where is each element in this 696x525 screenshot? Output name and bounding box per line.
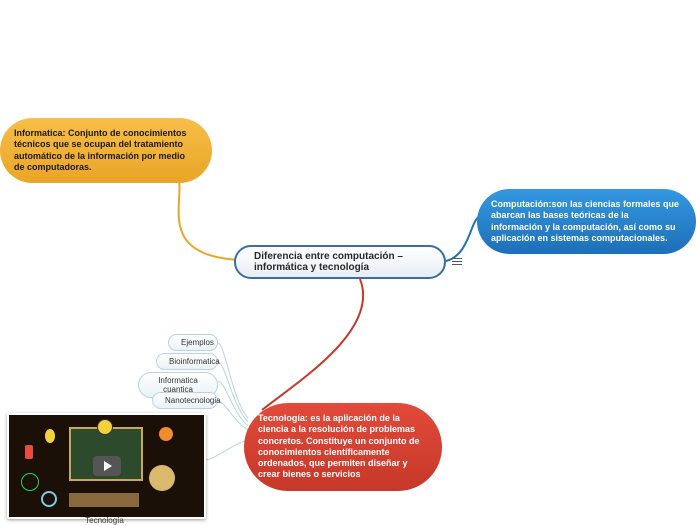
- subitem-nanotecnologia-label: Nanotecnologia: [165, 396, 221, 405]
- edge-tec-infcuant: [218, 381, 248, 426]
- video-thumbnail[interactable]: [7, 413, 206, 519]
- branch-tecnologia-label: Tecnología: es la aplicación de la cienc…: [258, 413, 420, 479]
- edge-tec-video: [204, 440, 248, 460]
- central-topic-label: Diferencia entre computación – informáti…: [254, 251, 403, 273]
- flask-icon: [25, 445, 33, 459]
- branch-informatica[interactable]: Informatica: Conjunto de conocimientos t…: [0, 118, 212, 183]
- video-caption: Tecnología: [7, 516, 202, 525]
- notes-icon[interactable]: [452, 258, 462, 266]
- central-topic[interactable]: Diferencia entre computación – informáti…: [234, 245, 446, 279]
- play-icon: [93, 456, 121, 476]
- edge-tec-ejemplos: [218, 343, 248, 418]
- edge-central-computacion: [446, 216, 480, 261]
- subitem-ejemplos[interactable]: Ejemplos: [168, 334, 218, 351]
- branch-tecnologia[interactable]: Tecnología: es la aplicación de la cienc…: [244, 403, 442, 491]
- branch-informatica-label: Informatica: Conjunto de conocimientos t…: [14, 128, 187, 172]
- subitem-bioinformatica[interactable]: Bioinformatica: [156, 353, 218, 370]
- edge-tec-bioinf: [218, 362, 248, 422]
- edge-central-tecnologia: [262, 279, 363, 410]
- branch-computacion-label: Computación:son las ciencias formales qu…: [491, 199, 679, 243]
- compass-icon: [149, 465, 175, 491]
- desk-icon: [69, 493, 139, 507]
- gear-icon: [159, 427, 173, 441]
- clock-icon: [97, 419, 113, 435]
- subitem-ejemplos-label: Ejemplos: [181, 338, 214, 347]
- subitem-bioinformatica-label: Bioinformatica: [169, 357, 220, 366]
- atom-icon: [21, 473, 39, 491]
- branch-computacion[interactable]: Computación:son las ciencias formales qu…: [477, 189, 696, 254]
- edge-tec-nanotec: [218, 401, 248, 430]
- lightbulb-icon: [45, 429, 55, 443]
- magnifier-icon: [41, 491, 57, 507]
- subitem-nanotecnologia[interactable]: Nanotecnologia: [152, 392, 218, 409]
